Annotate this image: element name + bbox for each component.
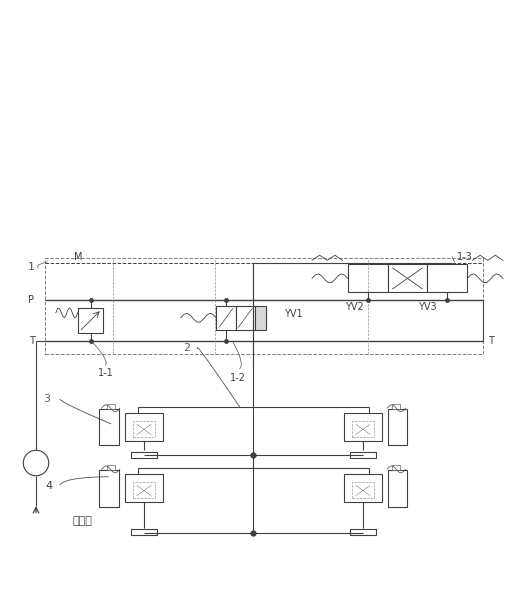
Bar [350, 529, 376, 536]
Bar [78, 308, 103, 333]
Bar [255, 306, 266, 330]
Bar [131, 529, 157, 536]
Bar [45, 258, 483, 353]
Bar [388, 264, 428, 292]
Text: M: M [74, 252, 82, 262]
Bar [344, 414, 382, 441]
Bar [236, 306, 255, 330]
Bar [131, 452, 157, 458]
Text: 1-2: 1-2 [230, 373, 246, 383]
Text: 4: 4 [45, 481, 52, 491]
Bar [99, 409, 119, 446]
Bar [99, 471, 119, 506]
Bar [133, 483, 155, 497]
Bar [388, 471, 408, 506]
Bar [352, 421, 374, 437]
Text: YV1: YV1 [284, 309, 303, 319]
Bar [350, 452, 376, 458]
Text: 1-1: 1-1 [98, 368, 114, 378]
Bar [348, 264, 388, 292]
Text: T: T [488, 336, 494, 346]
Bar [344, 474, 382, 502]
Text: P: P [29, 295, 34, 305]
Text: 2: 2 [183, 343, 190, 353]
Text: YV3: YV3 [418, 302, 437, 312]
Text: T: T [29, 336, 34, 346]
Bar [133, 421, 155, 437]
Bar [106, 465, 115, 471]
Text: 1: 1 [28, 262, 34, 272]
Bar [216, 306, 236, 330]
Bar [125, 414, 163, 441]
Bar [388, 409, 408, 446]
Bar [106, 404, 115, 409]
Text: YV2: YV2 [345, 302, 364, 312]
Bar [428, 264, 467, 292]
Bar [392, 404, 400, 409]
Bar [392, 465, 400, 471]
Bar [352, 483, 374, 497]
Text: 3: 3 [43, 394, 50, 405]
Text: 1-3: 1-3 [457, 252, 473, 262]
Text: 进油端: 进油端 [73, 515, 93, 525]
Bar [125, 474, 163, 502]
